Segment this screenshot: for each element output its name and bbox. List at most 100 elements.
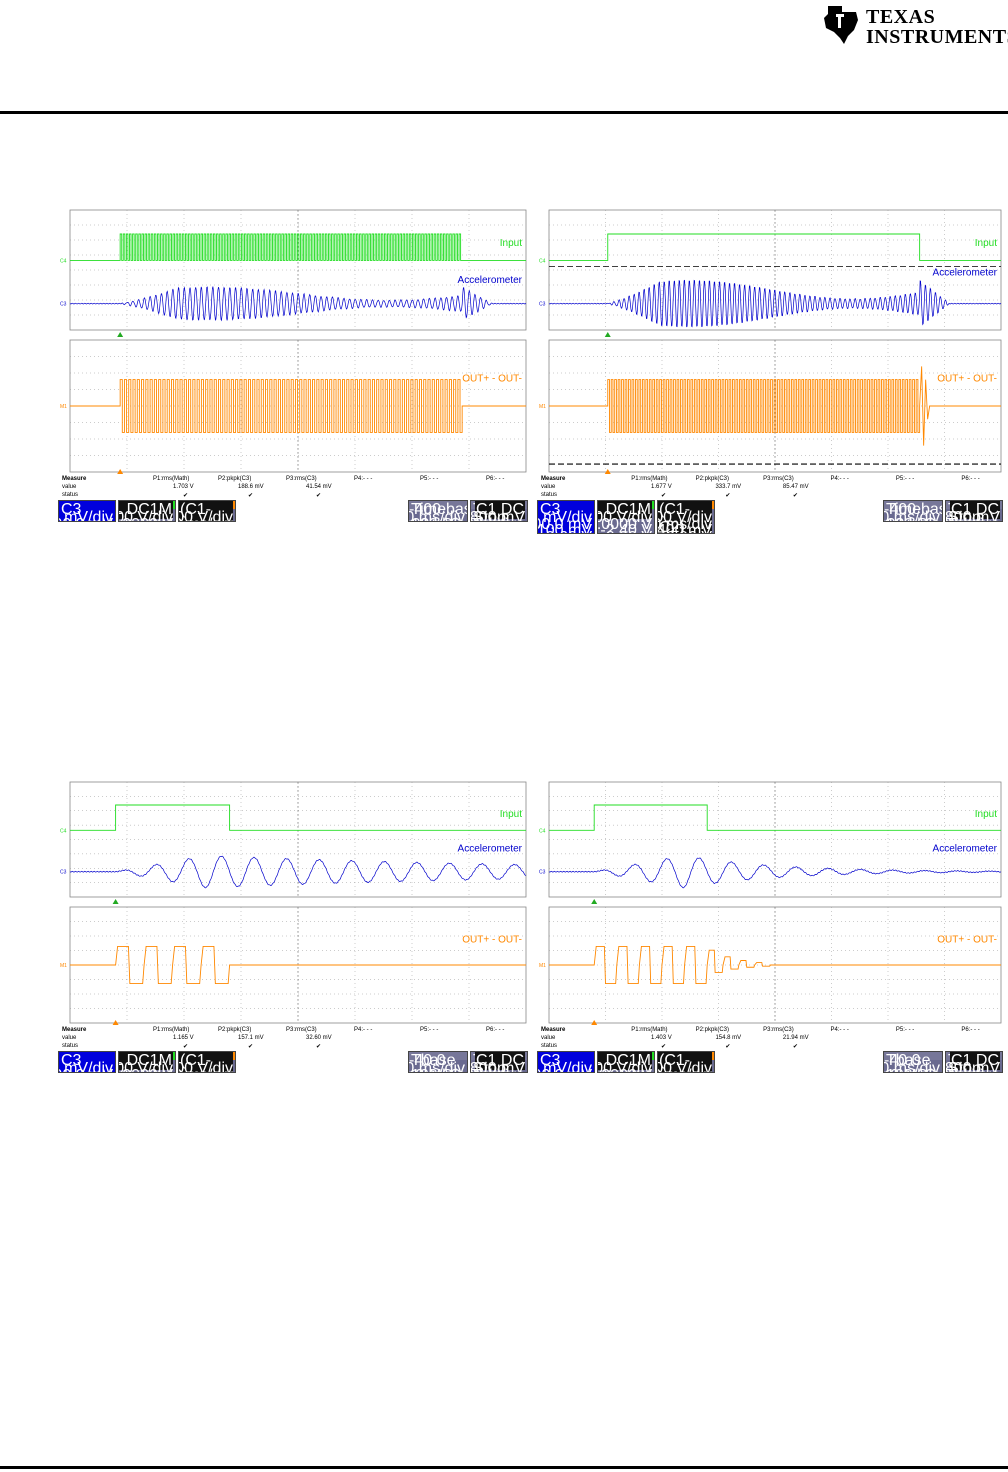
measure-value-label: value: [62, 1035, 77, 1041]
measure-status: ✔: [248, 493, 254, 499]
input-label: Input: [975, 238, 997, 249]
box-row: 10.0 ms/div: [179, 1067, 233, 1073]
box-row-label: 100 kS: [886, 516, 936, 522]
output-label: OUT+ - OUT-: [937, 934, 997, 945]
c4-box: C4F DBwL DC1M2.00 V/div2.0000 V: [597, 1051, 655, 1073]
c4-box: C4F DBwL DC1M2.00 V/div2.0000 V: [118, 500, 176, 522]
measure-status: ✔: [660, 493, 666, 499]
measure-param: P6:- - -: [486, 476, 505, 482]
texas-state-icon: [824, 6, 858, 44]
box-row-label: Edge: [948, 516, 985, 522]
measure-param: P1:rms(Math): [631, 476, 668, 482]
box-row-value: 800 mV: [470, 1060, 525, 1073]
box-row-label: 100 kS: [411, 516, 461, 522]
measure-value: 1.677 V: [651, 484, 672, 490]
box-row: EdgePositive: [471, 516, 525, 522]
channel-marker-c3: C3: [539, 302, 546, 308]
trigger-marker: [604, 469, 611, 474]
box-row-value: 800 mV: [945, 509, 1000, 522]
scope-screenshot-3: Input Accelerometer OUT+ - OUT- C4 C3 M1 Measu…: [58, 780, 530, 1085]
accelerometer-trace: [69, 855, 527, 889]
box-tag: F DBwL DC1M: [598, 1052, 652, 1070]
measure-status: ✔: [183, 493, 189, 499]
box-row-value: Positive: [946, 516, 1000, 522]
measure-param: P3:rms(C3): [763, 1027, 794, 1033]
c4-box: C4F DBwL DC1M2.00 V/div2.0000 V-2.40 V-8…: [597, 500, 655, 534]
box-row: 100 kS100 kS/s: [409, 516, 465, 522]
input-trace: [549, 804, 1001, 831]
box-row-value: 200.0 mV: [59, 1067, 113, 1073]
brand-line1: TEXAS: [866, 6, 936, 28]
box-header: Math(C1-C2): [179, 1052, 235, 1072]
timebase-box: Tbase-40.0 ms10.0 ms/div100 kS1.0 MS/s: [408, 1051, 468, 1073]
box-header: Tbase-40.0 ms: [884, 1052, 942, 1072]
box-header: TriggerC1 DC: [946, 501, 1002, 519]
accelerometer-trace: [69, 286, 527, 322]
box-row-value: 800 mV: [945, 1060, 1000, 1073]
output-label: OUT+ - OUT-: [462, 374, 522, 385]
output-trace: [70, 945, 526, 985]
measure-status-label: status: [62, 492, 79, 498]
footer-rule: [0, 1466, 1008, 1469]
scope-plot: Input Accelerometer OUT+ - OUT- C4 C3 M1: [60, 209, 527, 474]
box-row: 200.0 mV: [538, 516, 592, 533]
input-trace: [70, 804, 526, 831]
measure-value-label: value: [541, 484, 556, 490]
math-box: Math(C1-C2)2.00 V/div100 ms/div-400 mV-6…: [657, 500, 715, 534]
box-tag: C1 DC: [949, 1052, 1000, 1070]
box-title: C3: [540, 501, 561, 518]
measure-table: Measure value status P1:rms(Math) 1.403 V ✔ P2…: [537, 1027, 1005, 1051]
box-title: Tbase: [411, 1052, 456, 1069]
measure-table: Measure value status P1:rms(Math) 1.677 V ✔ P2…: [537, 476, 1005, 500]
measure-param: P2:pkpk(C3): [695, 476, 729, 482]
box-row-label: Edge: [948, 1067, 985, 1073]
upper-grid: [548, 781, 1002, 898]
box-row-value: 100 kS/s: [409, 516, 465, 522]
trigger-marker: [117, 469, 124, 474]
box-header: C3: [59, 1052, 115, 1069]
box-header: Math(C1-C2): [658, 501, 714, 533]
measure-table: Measure value status P1:rms(Math) 1.703 V ✔ P2…: [58, 476, 530, 500]
lower-grid: [548, 339, 1002, 473]
box-row: 100 ms/div: [179, 516, 233, 522]
box-row: -2.40 V: [600, 522, 652, 533]
measure-header: Measure: [541, 476, 566, 482]
trigger-marker: [112, 899, 119, 904]
box-header: C4F DBwL DC1M: [598, 1052, 654, 1070]
channel-marker-c3: C3: [539, 870, 546, 876]
trigger-marker: [591, 899, 598, 904]
measure-value: 157.1 mV: [238, 1035, 264, 1041]
box-row: EdgePositive: [946, 1067, 1000, 1073]
input-label: Input: [500, 809, 522, 820]
measure-param: P6:- - -: [961, 1027, 980, 1033]
accelerometer-label: Accelerometer: [458, 275, 523, 286]
box-row-label: Edge: [473, 1067, 510, 1073]
box-row-value: 100 kS/s: [884, 516, 940, 522]
box-tag: (C1-C2): [179, 501, 233, 521]
scope-screenshot-2: Input Accelerometer OUT+ - OUT- C4 C3 M1 Measu…: [537, 208, 1005, 534]
measure-param: P3:rms(C3): [763, 476, 794, 482]
box-row-value: 800 mV: [470, 509, 525, 522]
box-row: 2.00 V/div: [179, 1060, 233, 1072]
box-row-value: 2.0000 V: [119, 516, 173, 522]
box-row-value: 10.0 ms/div: [179, 1067, 233, 1073]
box-row: 2.00 V/div: [119, 509, 173, 521]
box-row-value: 100 ms/div: [179, 516, 233, 522]
box-row-label: Stop: [948, 509, 981, 522]
measure-value: 188.6 mV: [238, 484, 264, 490]
channel-marker-c3: C3: [60, 302, 67, 308]
measure-status: ✔: [725, 1044, 731, 1050]
measure-value: 21.94 mV: [782, 1035, 809, 1041]
box-row: 2.0000 V: [119, 1067, 173, 1073]
box-tag: F DBwL DC1M: [119, 1052, 173, 1070]
box-row-value: -400 mV: [657, 522, 712, 534]
measure-param: P2:pkpk(C3): [695, 1027, 729, 1033]
ti-logo: TEXAS INSTRUMENTS: [822, 2, 1008, 48]
measure-header: Measure: [62, 476, 87, 482]
box-row: 100 ms/div: [658, 516, 712, 533]
trigger-marker: [591, 1020, 598, 1025]
c4-box: C4F DBwL DC1M2.00 V/div2.0000 V: [118, 1051, 176, 1073]
